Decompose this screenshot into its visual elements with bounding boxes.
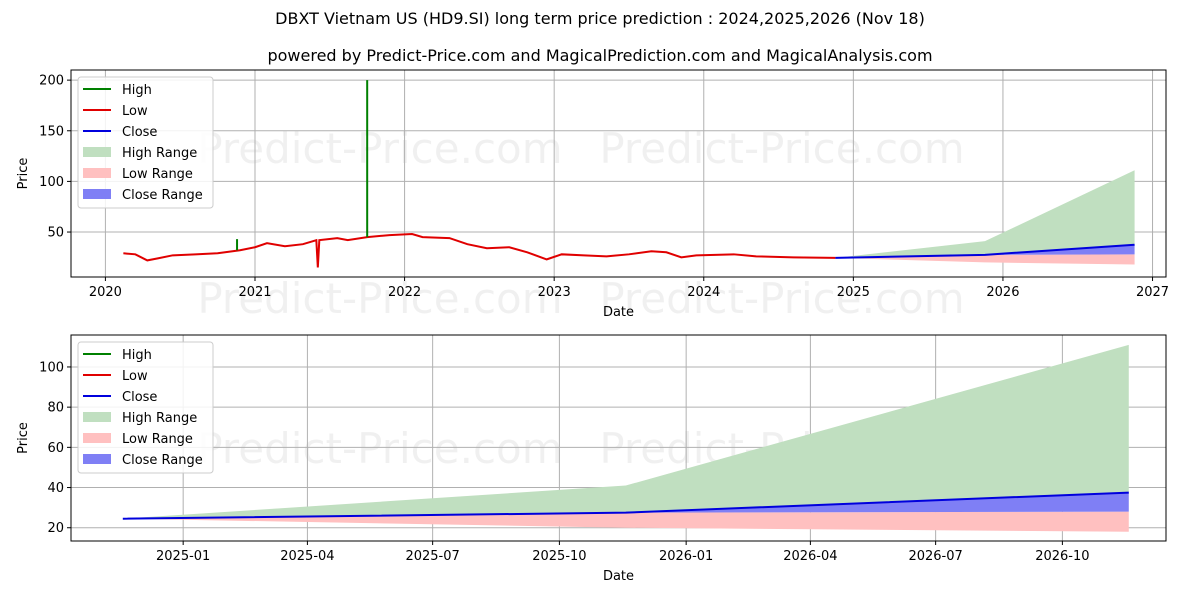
legend-swatch-high-range — [83, 147, 111, 157]
x-tick-label: 2026 — [986, 285, 1019, 300]
x-tick-label: 2026-01 — [659, 549, 713, 564]
y-tick-label: 40 — [47, 481, 64, 496]
legend: High Low Close High Range Low Range Close Ran… — [77, 76, 214, 209]
legend-box — [77, 341, 214, 474]
watermark-text: Predict-Price.com — [599, 124, 964, 173]
legend-label: Close — [122, 125, 157, 140]
legend-swatch-close-range — [83, 454, 111, 464]
y-tick-label: 100 — [39, 360, 64, 375]
x-axis-label: Date — [603, 305, 634, 320]
axes-frame — [70, 334, 1167, 542]
y-tick-label: 20 — [47, 521, 64, 536]
close-range-area — [122, 492, 1129, 519]
x-axis-label: Date — [603, 569, 634, 584]
legend-label: High — [122, 348, 152, 363]
low-range-area — [122, 511, 1129, 532]
chart-subtitle: powered by Predict-Price.com and Magical… — [267, 46, 933, 65]
y-tick-label: 200 — [39, 74, 64, 89]
y-tick-label: 150 — [39, 124, 64, 139]
x-tick-label: 2025-01 — [156, 549, 210, 564]
legend-label: High — [122, 83, 152, 98]
plot-1: Predict-Price.com Predict-Price.com Predic… — [16, 69, 1169, 323]
legend-label: Low Range — [122, 432, 193, 447]
legend-label: High Range — [122, 411, 197, 426]
x-tick-label: 2020 — [89, 285, 122, 300]
legend-label: High Range — [122, 146, 197, 161]
x-tick-label: 2024 — [687, 285, 720, 300]
legend-swatch-high-range — [83, 412, 111, 422]
legend-label: Close — [122, 390, 157, 405]
close-series-line — [835, 243, 1135, 259]
watermark-text: Predict-Price.com — [599, 274, 964, 323]
x-tick-label: 2021 — [238, 285, 271, 300]
x-tick-label: 2025-04 — [280, 549, 334, 564]
legend-swatch-low-range — [83, 168, 111, 178]
high-range-area — [835, 170, 1135, 258]
legend-label: Close Range — [122, 453, 203, 468]
axes-frame — [70, 69, 1167, 278]
legend-label: Low — [122, 369, 148, 384]
x-tick-label: 2026-07 — [908, 549, 962, 564]
y-tick-label: 50 — [47, 226, 64, 241]
legend-label: Low Range — [122, 167, 193, 182]
watermark-text: Predict-Price.com — [197, 274, 562, 323]
y-axis-label: Price — [16, 158, 31, 190]
legend-swatch-close-range — [83, 189, 111, 199]
y-tick-label: 80 — [47, 401, 64, 416]
x-tick-label: 2022 — [388, 285, 421, 300]
high-range-area — [122, 344, 1129, 519]
x-tick-label: 2026-04 — [783, 549, 837, 564]
x-tick-label: 2027 — [1136, 285, 1169, 300]
x-tick-label: 2025-07 — [405, 549, 459, 564]
chart-title: DBXT Vietnam US (HD9.SI) long term price… — [275, 9, 925, 28]
legend: High Low Close High Range Low Range Close Ran… — [77, 341, 214, 474]
close-series-line — [122, 491, 1129, 520]
watermark-text: Predict-Price.com — [197, 424, 562, 473]
plot-2: Predict-Price.comPredict-Price.com204060… — [16, 334, 1167, 584]
x-tick-label: 2025-10 — [532, 549, 586, 564]
x-tick-label: 2023 — [538, 285, 571, 300]
legend-label: Low — [122, 104, 148, 119]
close-range-area — [835, 244, 1135, 258]
legend-box — [77, 76, 214, 209]
y-tick-label: 100 — [39, 175, 64, 190]
legend-swatch-low-range — [83, 433, 111, 443]
watermark-text: Predict-Price.com — [197, 124, 562, 173]
y-axis-label: Price — [16, 422, 31, 454]
low-series-line — [123, 233, 836, 268]
x-tick-label: 2026-10 — [1035, 549, 1089, 564]
legend-label: Close Range — [122, 188, 203, 203]
x-tick-label: 2025 — [837, 285, 870, 300]
y-tick-label: 60 — [47, 441, 64, 456]
